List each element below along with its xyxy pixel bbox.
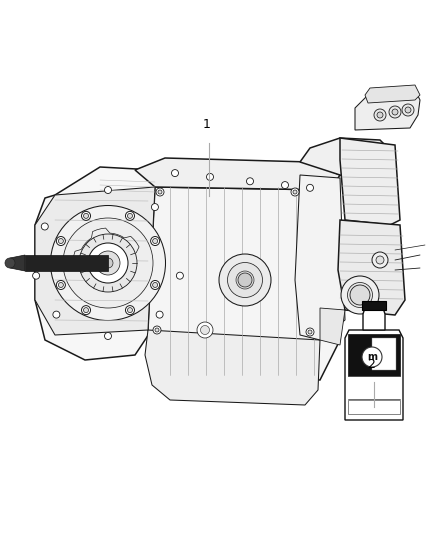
Circle shape [58, 282, 64, 287]
Circle shape [372, 252, 388, 268]
Circle shape [402, 104, 414, 116]
Ellipse shape [236, 271, 254, 289]
Polygon shape [365, 85, 420, 103]
Polygon shape [300, 138, 395, 185]
Circle shape [57, 280, 65, 289]
Circle shape [392, 109, 398, 115]
Circle shape [306, 328, 314, 336]
Circle shape [155, 328, 159, 332]
Circle shape [376, 256, 384, 264]
Polygon shape [135, 158, 340, 190]
FancyBboxPatch shape [348, 400, 400, 414]
Ellipse shape [103, 258, 113, 268]
Circle shape [127, 213, 132, 219]
Polygon shape [338, 220, 405, 315]
Polygon shape [340, 138, 400, 225]
Ellipse shape [79, 234, 137, 292]
Ellipse shape [88, 243, 128, 283]
Polygon shape [35, 167, 178, 360]
Text: m: m [367, 352, 377, 362]
Circle shape [5, 258, 15, 268]
FancyBboxPatch shape [348, 334, 400, 376]
Circle shape [172, 169, 179, 176]
Polygon shape [345, 330, 403, 420]
Circle shape [374, 109, 386, 121]
Circle shape [153, 326, 161, 334]
Circle shape [53, 311, 60, 318]
Circle shape [362, 347, 382, 367]
Polygon shape [355, 88, 420, 130]
Circle shape [158, 190, 162, 194]
FancyBboxPatch shape [362, 301, 386, 310]
Circle shape [308, 330, 312, 334]
Polygon shape [295, 175, 345, 340]
Ellipse shape [341, 276, 379, 314]
Ellipse shape [201, 326, 209, 335]
Text: 1: 1 [203, 118, 211, 131]
Circle shape [151, 237, 159, 246]
Circle shape [81, 212, 91, 220]
Circle shape [84, 308, 88, 313]
Ellipse shape [197, 322, 213, 338]
Circle shape [105, 333, 112, 340]
Ellipse shape [96, 251, 120, 275]
Ellipse shape [219, 254, 271, 306]
Circle shape [152, 239, 158, 244]
Circle shape [206, 173, 213, 180]
Circle shape [125, 212, 134, 220]
Ellipse shape [50, 206, 166, 320]
Circle shape [152, 282, 158, 287]
Text: 2: 2 [367, 358, 375, 371]
Polygon shape [320, 308, 345, 345]
Polygon shape [25, 255, 108, 271]
Circle shape [57, 237, 65, 246]
FancyBboxPatch shape [372, 338, 396, 370]
Circle shape [238, 273, 252, 287]
Circle shape [350, 285, 370, 305]
Circle shape [152, 204, 159, 211]
Circle shape [58, 239, 64, 244]
Circle shape [389, 106, 401, 118]
Ellipse shape [227, 262, 262, 297]
Polygon shape [35, 187, 155, 335]
Ellipse shape [63, 218, 153, 308]
Circle shape [377, 112, 383, 118]
Ellipse shape [347, 282, 372, 308]
Circle shape [177, 272, 184, 279]
Circle shape [125, 305, 134, 314]
Circle shape [81, 305, 91, 314]
Circle shape [405, 107, 411, 113]
Polygon shape [145, 330, 320, 405]
Polygon shape [148, 187, 340, 380]
Circle shape [127, 308, 132, 313]
Polygon shape [10, 255, 25, 271]
Polygon shape [363, 308, 385, 330]
Circle shape [156, 311, 163, 318]
Circle shape [151, 280, 159, 289]
Circle shape [282, 182, 289, 189]
Circle shape [291, 188, 299, 196]
Circle shape [156, 188, 164, 196]
Circle shape [41, 223, 48, 230]
Circle shape [247, 178, 254, 185]
Circle shape [307, 184, 314, 191]
Circle shape [293, 190, 297, 194]
Circle shape [84, 213, 88, 219]
Circle shape [32, 272, 39, 279]
Circle shape [105, 187, 112, 193]
